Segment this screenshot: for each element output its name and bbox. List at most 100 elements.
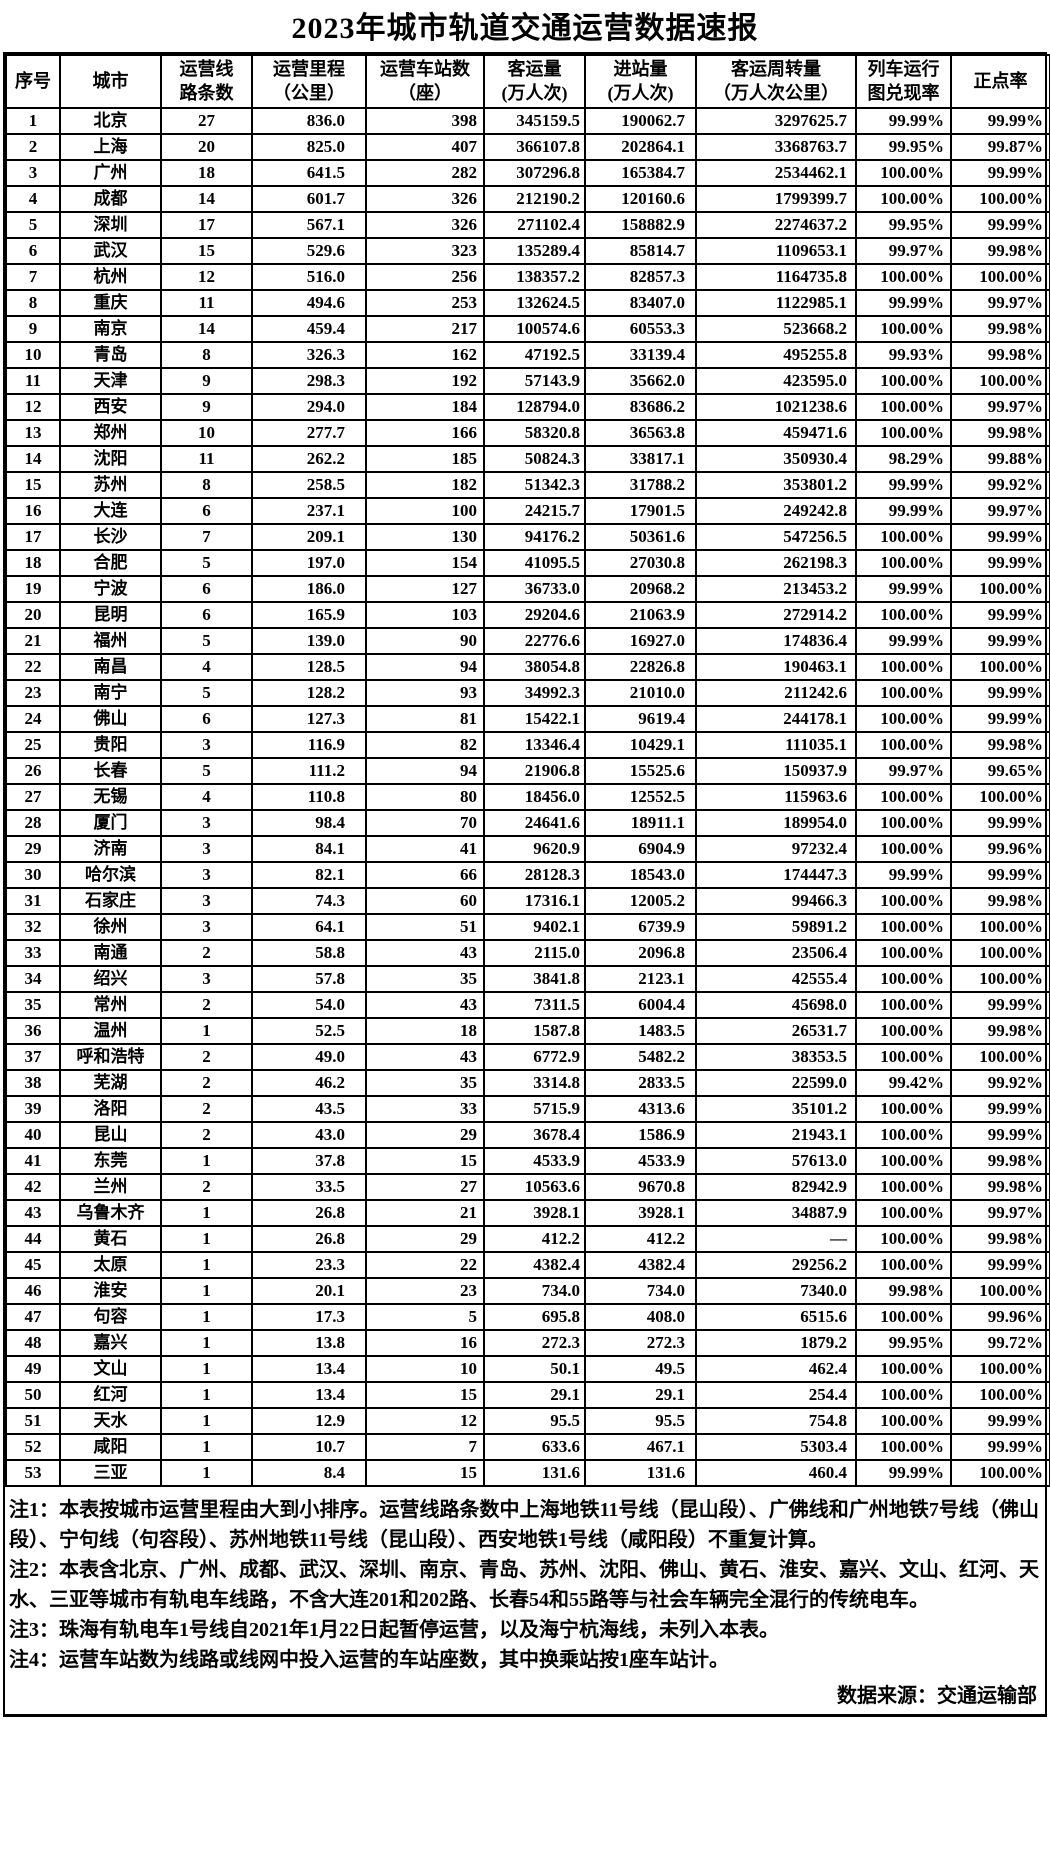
table-cell: 三亚 xyxy=(59,1459,162,1487)
transit-data-table: 序号 城市 运营线 路条数 运营里程 （公里） 运营车站数 （座） 客运量 (万人次) 进站… xyxy=(5,54,1050,1487)
table-cell: 99466.3 xyxy=(695,887,857,915)
table-cell: 常州 xyxy=(59,991,162,1019)
table-cell: 94176.2 xyxy=(483,523,586,551)
table-cell: 99.92% xyxy=(950,471,1050,499)
table-cell: 红河 xyxy=(59,1381,162,1409)
table-row: 50 红河 1 13.4 15 29.1 29.1 254.4 100.00% 100.00% xyxy=(5,1381,1050,1409)
table-cell: 99.99% xyxy=(950,861,1050,889)
table-cell: 武汉 xyxy=(59,237,162,265)
table-cell: 138357.2 xyxy=(483,263,586,291)
table-cell: 100.00% xyxy=(855,523,952,551)
table-cell: 无锡 xyxy=(59,783,162,811)
table-cell: 50361.6 xyxy=(584,523,697,551)
table-cell: 99.99% xyxy=(855,627,952,655)
table-cell: 51 xyxy=(5,1407,61,1435)
table-cell: 99.99% xyxy=(950,991,1050,1019)
table-cell: 99.72% xyxy=(950,1329,1050,1357)
table-cell: 60553.3 xyxy=(584,315,697,343)
table-cell: 99.96% xyxy=(950,835,1050,863)
table-cell: 103 xyxy=(365,601,485,629)
table-cell: 100.00% xyxy=(855,1303,952,1331)
table-cell: 57.8 xyxy=(251,965,367,993)
table-cell: 17.3 xyxy=(251,1303,367,1331)
table-row: 39 洛阳 2 43.5 33 5715.9 4313.6 35101.2 100.00% 99.… xyxy=(5,1095,1050,1123)
table-cell: 43.5 xyxy=(251,1095,367,1123)
table-cell: 82942.9 xyxy=(695,1173,857,1201)
table-cell: 211242.6 xyxy=(695,679,857,707)
table-cell: 29 xyxy=(365,1121,485,1149)
table-row: 16 大连 6 237.1 100 24215.7 17901.5 249242.8 99.99… xyxy=(5,497,1050,525)
table-cell: 100.00% xyxy=(855,367,952,395)
table-cell: 100.00% xyxy=(855,887,952,915)
table-cell: 3 xyxy=(160,861,253,889)
table-cell: 黄石 xyxy=(59,1225,162,1253)
table-cell: 190062.7 xyxy=(584,107,697,135)
column-header: 城市 xyxy=(59,54,162,109)
table-row: 5 深圳 17 567.1 326 271102.4 158882.9 2274637.2 99… xyxy=(5,211,1050,239)
table-row: 1 北京 27 836.0 398 345159.5 190062.7 3297625.7 99… xyxy=(5,107,1050,135)
table-cell: 13.8 xyxy=(251,1329,367,1357)
table-cell: 353801.2 xyxy=(695,471,857,499)
table-cell: 27030.8 xyxy=(584,549,697,577)
table-cell: 28 xyxy=(5,809,61,837)
table-cell: 15 xyxy=(5,471,61,499)
column-header: 客运量 (万人次) xyxy=(483,54,586,109)
table-cell: 38353.5 xyxy=(695,1043,857,1071)
table-cell: 99.92% xyxy=(950,1069,1050,1097)
table-cell: 99.97% xyxy=(855,237,952,265)
table-cell: 100.00% xyxy=(855,1173,952,1201)
table-cell: 11 xyxy=(5,367,61,395)
table-row: 44 黄石 1 26.8 29 412.2 412.2—100.00% 99.98% xyxy=(5,1225,1050,1253)
table-cell: 100.00% xyxy=(855,1381,952,1409)
table-cell: 100.00% xyxy=(950,1459,1050,1487)
table-cell: 深圳 xyxy=(59,211,162,239)
table-cell: 47192.5 xyxy=(483,341,586,369)
table-cell: 37.8 xyxy=(251,1147,367,1175)
table-cell: 1 xyxy=(160,1459,253,1487)
table-cell: 99.98% xyxy=(950,1147,1050,1175)
table-cell: 7340.0 xyxy=(695,1277,857,1305)
table-cell: 100.00% xyxy=(950,1381,1050,1409)
table-cell: 326.3 xyxy=(251,341,367,369)
table-row: 28 厦门 3 98.4 70 24641.6 18911.1 189954.0 100.00%… xyxy=(5,809,1050,837)
table-row: 20 昆明 6 165.9 103 29204.6 21063.9 272914.2 100.0… xyxy=(5,601,1050,629)
table-cell: 60 xyxy=(365,887,485,915)
table-cell: 99.98% xyxy=(855,1277,952,1305)
table-row: 12 西安 9 294.0 184 128794.0 83686.2 1021238.6 100… xyxy=(5,393,1050,421)
table-cell: 50 xyxy=(5,1381,61,1409)
table-cell: 282 xyxy=(365,159,485,187)
table-row: 22 南昌 4 128.5 94 38054.8 22826.8 190463.1 100.00… xyxy=(5,653,1050,681)
table-cell: 38 xyxy=(5,1069,61,1097)
table-cell: 兰州 xyxy=(59,1173,162,1201)
table-cell: 15 xyxy=(365,1459,485,1487)
table-cell: 99.65% xyxy=(950,757,1050,785)
table-cell: 7311.5 xyxy=(483,991,586,1019)
table-cell: 25 xyxy=(5,731,61,759)
table-row: 26 长春 5 111.2 94 21906.8 15525.6 150937.9 99.97%… xyxy=(5,757,1050,785)
table-cell: 成都 xyxy=(59,185,162,213)
table-cell: 10.7 xyxy=(251,1433,367,1461)
table-cell: 18 xyxy=(160,159,253,187)
table-cell: 467.1 xyxy=(584,1433,697,1461)
table-cell: 18543.0 xyxy=(584,861,697,889)
table-row: 24 佛山 6 127.3 81 15422.1 9619.4 244178.1 100.00%… xyxy=(5,705,1050,733)
table-cell: 94 xyxy=(365,757,485,785)
table-row: 53 三亚 1 8.4 15 131.6 131.6 460.4 99.99% 100.00% xyxy=(5,1459,1050,1487)
table-cell: 杭州 xyxy=(59,263,162,291)
table-cell: 37 xyxy=(5,1043,61,1071)
table-cell: 99.99% xyxy=(950,1407,1050,1435)
table-cell: 100.00% xyxy=(855,549,952,577)
table-cell: 49 xyxy=(5,1355,61,1383)
table-row: 2 上海 20 825.0 407 366107.8 202864.1 3368763.7 99… xyxy=(5,133,1050,161)
table-cell: 100.00% xyxy=(855,1251,952,1279)
table-cell: 南昌 xyxy=(59,653,162,681)
table-cell: 4313.6 xyxy=(584,1095,697,1123)
table-cell: 12 xyxy=(365,1407,485,1435)
table-cell: 6 xyxy=(5,237,61,265)
table-cell: 825.0 xyxy=(251,133,367,161)
table-cell: 734.0 xyxy=(584,1277,697,1305)
table-cell: 3678.4 xyxy=(483,1121,586,1149)
table-cell: 1 xyxy=(160,1355,253,1383)
table-cell: 20 xyxy=(160,133,253,161)
table-row: 27 无锡 4 110.8 80 18456.0 12552.5 115963.6 100.00… xyxy=(5,783,1050,811)
